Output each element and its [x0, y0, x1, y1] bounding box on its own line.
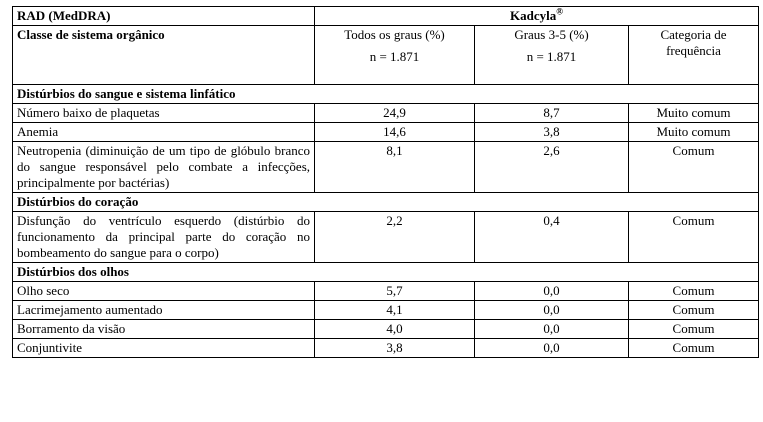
frequency-cell: Comum: [628, 281, 759, 301]
col-severe-grades: Graus 3-5 (%) n = 1.871: [474, 25, 629, 85]
all-grades-cell: 24,9: [314, 103, 475, 123]
table-row: Olho seco 5,7 0,0 Comum: [12, 281, 759, 301]
col-severe-grades-n: n = 1.871: [526, 49, 577, 64]
severe-grades-cell: 0,0: [474, 281, 629, 301]
severe-grades-cell: 0,0: [474, 319, 629, 339]
table-row: Borramento da visão 4,0 0,0 Comum: [12, 319, 759, 339]
frequency-cell: Muito comum: [628, 122, 759, 142]
header-row-2: Classe de sistema orgânico Todos os grau…: [12, 25, 759, 85]
col-severe-grades-label: Graus 3-5 (%): [514, 27, 589, 42]
col-all-grades: Todos os graus (%) n = 1.871: [314, 25, 475, 85]
section-title: Distúrbios do coração: [12, 192, 759, 212]
table-row: Neutropenia (diminuição de um tipo de gl…: [12, 141, 759, 193]
table-row: Conjuntivite 3,8 0,0 Comum: [12, 338, 759, 358]
term-cell: Borramento da visão: [12, 319, 315, 339]
col-all-grades-label: Todos os graus (%): [344, 27, 445, 42]
term-cell: Conjuntivite: [12, 338, 315, 358]
table-row: Lacrimejamento aumentado 4,1 0,0 Comum: [12, 300, 759, 320]
table-row: Número baixo de plaquetas 24,9 8,7 Muito co…: [12, 103, 759, 123]
all-grades-cell: 2,2: [314, 211, 475, 263]
term-cell: Olho seco: [12, 281, 315, 301]
all-grades-cell: 14,6: [314, 122, 475, 142]
table-row: Anemia 14,6 3,8 Muito comum: [12, 122, 759, 142]
frequency-cell: Comum: [628, 300, 759, 320]
severe-grades-cell: 0,4: [474, 211, 629, 263]
frequency-cell: Comum: [628, 141, 759, 193]
severe-grades-cell: 8,7: [474, 103, 629, 123]
all-grades-cell: 5,7: [314, 281, 475, 301]
frequency-cell: Comum: [628, 338, 759, 358]
rad-label: RAD (MedDRA): [12, 6, 315, 26]
table-row: Disfunção do ventrículo esquerdo (distúr…: [12, 211, 759, 263]
registered-mark: ®: [556, 6, 563, 17]
term-cell: Número baixo de plaquetas: [12, 103, 315, 123]
all-grades-cell: 8,1: [314, 141, 475, 193]
product-name-cell: Kadcyla®: [314, 6, 759, 26]
all-grades-cell: 4,0: [314, 319, 475, 339]
frequency-cell: Comum: [628, 319, 759, 339]
term-cell: Lacrimejamento aumentado: [12, 300, 315, 320]
col-all-grades-n: n = 1.871: [369, 49, 420, 64]
severe-grades-cell: 0,0: [474, 300, 629, 320]
term-cell: Anemia: [12, 122, 315, 142]
all-grades-cell: 3,8: [314, 338, 475, 358]
frequency-cell: Comum: [628, 211, 759, 263]
adverse-reactions-table: RAD (MedDRA) Kadcyla® Classe de sistema …: [12, 6, 759, 358]
section-row: Distúrbios do sangue e sistema linfático: [12, 84, 759, 104]
product-name: Kadcyla: [510, 8, 557, 23]
section-title: Distúrbios do sangue e sistema linfático: [12, 84, 759, 104]
frequency-cell: Muito comum: [628, 103, 759, 123]
section-row: Distúrbios do coração: [12, 192, 759, 212]
section-row: Distúrbios dos olhos: [12, 262, 759, 282]
all-grades-cell: 4,1: [314, 300, 475, 320]
term-cell: Disfunção do ventrículo esquerdo (distúr…: [12, 211, 315, 263]
section-title: Distúrbios dos olhos: [12, 262, 759, 282]
severe-grades-cell: 2,6: [474, 141, 629, 193]
header-row-1: RAD (MedDRA) Kadcyla®: [12, 6, 759, 26]
severe-grades-cell: 3,8: [474, 122, 629, 142]
table-body: Distúrbios do sangue e sistema linfático…: [12, 84, 759, 358]
class-label: Classe de sistema orgânico: [12, 25, 315, 85]
severe-grades-cell: 0,0: [474, 338, 629, 358]
term-cell: Neutropenia (diminuição de um tipo de gl…: [12, 141, 315, 193]
col-frequency: Categoria de frequência: [628, 25, 759, 85]
